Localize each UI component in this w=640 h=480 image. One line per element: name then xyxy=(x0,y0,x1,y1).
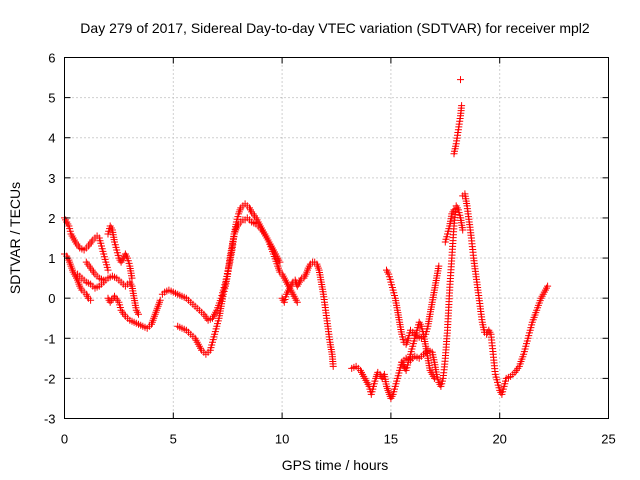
data-point xyxy=(100,276,108,284)
y-tick-label: -2 xyxy=(44,371,56,386)
data-point xyxy=(156,296,164,304)
series-track-a xyxy=(61,214,112,274)
plot-frame xyxy=(64,57,609,419)
data-point xyxy=(430,374,438,382)
axis-ticks xyxy=(64,57,609,419)
y-axis-label: SDTVAR / TECUs xyxy=(7,182,23,294)
x-tick-label: 15 xyxy=(384,432,398,447)
y-tick-label: 5 xyxy=(48,91,55,106)
series-track-d xyxy=(82,258,108,284)
y-tick-label: 0 xyxy=(48,291,55,306)
y-tick-label: 3 xyxy=(48,171,55,186)
data-point xyxy=(87,296,95,304)
data-point xyxy=(458,102,466,110)
x-tick-label: 25 xyxy=(601,432,615,447)
series-track-e xyxy=(104,222,136,282)
y-tick-label: -1 xyxy=(44,331,56,346)
x-tick-label: 5 xyxy=(170,432,177,447)
series-track-o xyxy=(450,102,466,158)
x-tick-label: 10 xyxy=(275,432,289,447)
data-point xyxy=(293,298,301,306)
data-point xyxy=(135,310,142,318)
grid-lines xyxy=(64,57,609,419)
x-axis-label: GPS time / hours xyxy=(282,457,389,473)
data-point xyxy=(544,282,552,290)
series-track-b xyxy=(61,250,95,304)
data-point xyxy=(329,362,337,370)
series-track-h xyxy=(174,214,284,358)
series-track-i xyxy=(278,258,337,370)
y-tick-labels: -3 -2 -1 0 1 2 3 4 5 6 xyxy=(44,51,56,427)
chart-title: Day 279 of 2017, Sidereal Day-to-day VTE… xyxy=(80,20,590,36)
data-point xyxy=(276,258,284,266)
y-tick-label: 2 xyxy=(48,211,55,226)
data-point xyxy=(435,262,443,270)
series-track-f xyxy=(104,292,164,332)
series-track-q xyxy=(459,190,552,398)
series-track-p xyxy=(457,76,464,84)
data-point xyxy=(459,226,467,234)
series-track-l xyxy=(383,262,443,348)
x-tick-labels: 0 5 10 15 20 25 xyxy=(61,432,616,447)
y-tick-label: -3 xyxy=(44,412,56,427)
series-track-m xyxy=(398,202,467,390)
x-tick-label: 20 xyxy=(492,432,506,447)
y-tick-label: 4 xyxy=(48,131,55,146)
series-track-c xyxy=(74,270,142,318)
y-tick-label: 1 xyxy=(48,251,55,266)
data-point xyxy=(104,266,112,274)
data-point xyxy=(450,206,458,214)
y-tick-label: 6 xyxy=(48,51,55,66)
series-track-n xyxy=(441,206,458,246)
x-tick-label: 0 xyxy=(61,432,68,447)
data-point xyxy=(128,274,136,282)
data-points xyxy=(61,76,552,402)
series-track-j xyxy=(278,270,301,306)
data-point xyxy=(457,76,464,84)
